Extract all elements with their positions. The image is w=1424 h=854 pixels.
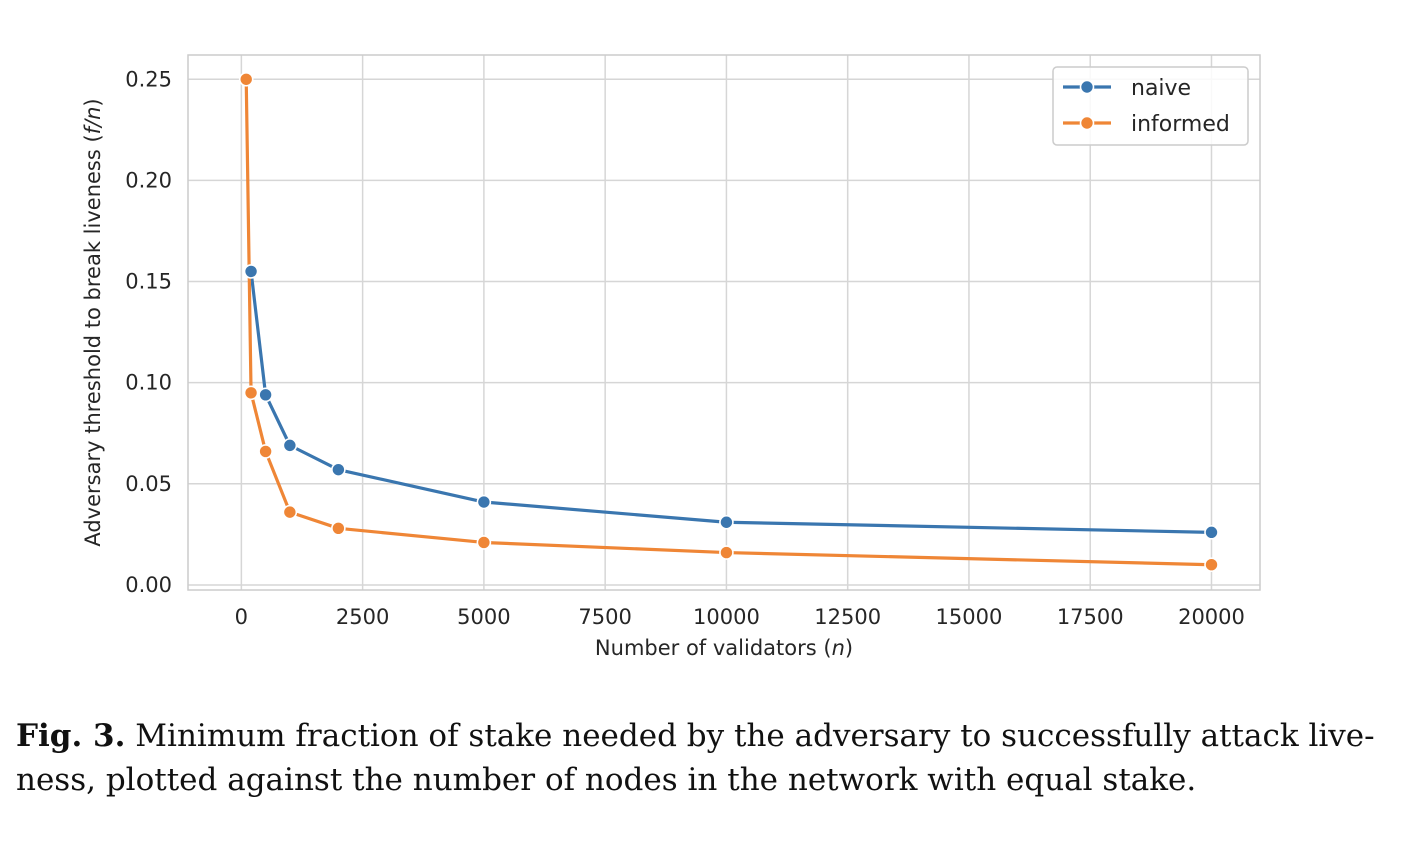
data-point-informed [476, 535, 492, 550]
data-point-informed [282, 504, 298, 520]
legend-label-naive: naive [1131, 76, 1191, 101]
series-line-naive [249, 269, 1214, 534]
line-chart: 0 2500 5000 7500 10000 12500 15000 17500 20000 0… [81, 54, 1261, 660]
data-point-informed [243, 385, 259, 401]
y-tick-label: 0.15 [125, 270, 172, 294]
x-tick-label: 0 [235, 605, 248, 629]
y-axis-ticks: 0.00 0.05 0.10 0.15 0.20 0.25 [125, 67, 172, 597]
data-point-naive [1204, 525, 1219, 540]
y-tick-label: 0.25 [125, 67, 172, 91]
series-layer [238, 71, 1219, 573]
x-tick-label: 15000 [936, 605, 1003, 629]
legend-marker-naive [1079, 79, 1095, 95]
x-axis-label: Number of validators (n) [595, 636, 853, 660]
y-tick-label: 0.20 [125, 168, 172, 192]
data-point-informed [331, 521, 346, 536]
data-point-naive [282, 438, 298, 453]
data-point-naive [719, 514, 734, 530]
grid [188, 55, 1260, 590]
data-point-naive [258, 387, 273, 403]
y-tick-label: 0.10 [125, 371, 172, 395]
data-point-informed [1204, 557, 1219, 573]
legend-marker-informed [1079, 115, 1095, 131]
x-tick-label: 7500 [578, 605, 631, 629]
data-point-informed [258, 444, 273, 459]
caption-label: Fig. 3. [16, 718, 126, 754]
data-point-naive [476, 494, 492, 510]
data-point-informed [719, 545, 734, 560]
data-point-naive [331, 462, 346, 477]
figure-caption: Fig. 3. Minimum fraction of stake needed… [16, 714, 1408, 802]
x-tick-label: 20000 [1178, 605, 1245, 629]
y-tick-label: 0.05 [125, 472, 172, 496]
series-line-informed [244, 77, 1214, 567]
x-tick-label: 5000 [457, 605, 510, 629]
x-tick-label: 10000 [693, 605, 760, 629]
legend: naive informed [1052, 66, 1249, 146]
legend-label-informed: informed [1131, 112, 1230, 137]
x-tick-label: 17500 [1057, 605, 1124, 629]
y-tick-label: 0.00 [125, 573, 172, 597]
data-point-informed [238, 71, 254, 87]
y-axis-label: Adversary threshold to break liveness (f… [81, 98, 105, 546]
x-axis-ticks: 0 2500 5000 7500 10000 12500 15000 17500 20000 [235, 605, 1245, 629]
plot-frame [187, 54, 1261, 591]
x-tick-label: 2500 [336, 605, 389, 629]
x-tick-label: 12500 [814, 605, 881, 629]
data-point-naive [243, 264, 259, 279]
caption-text: Minimum fraction of stake needed by the … [16, 718, 1375, 798]
